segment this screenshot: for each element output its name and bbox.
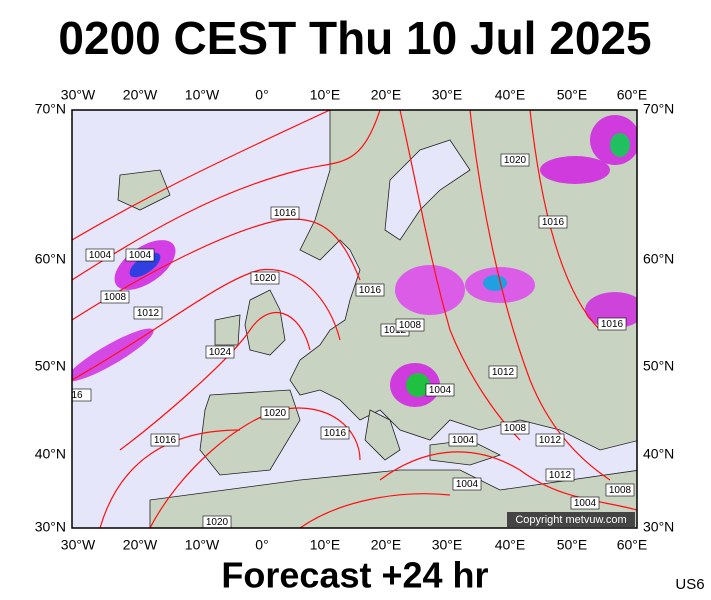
lat-label-right: 60°N xyxy=(643,251,674,267)
isobar-label-box xyxy=(320,426,350,440)
lat-label-right: 40°N xyxy=(643,446,674,462)
isobar-label-box xyxy=(202,515,232,528)
isobar-label-box xyxy=(395,318,425,332)
isobar-label-box xyxy=(100,290,130,304)
isobar-label: 1020 xyxy=(254,273,277,284)
isobar-label-box xyxy=(570,496,600,510)
isobar-label-box xyxy=(452,477,482,491)
isobar-label-box xyxy=(260,406,290,420)
isobar-label: 1012 xyxy=(539,435,562,446)
isobar-label: 1004 xyxy=(456,479,479,490)
isobar-label: 1020 xyxy=(206,517,229,528)
isobar-label-box xyxy=(605,483,635,497)
isobar-label: 1004 xyxy=(89,250,112,261)
lon-label-bottom: 0° xyxy=(255,537,268,553)
isobar-label-box xyxy=(538,215,568,229)
lon-label-top: 10°W xyxy=(185,87,220,103)
isobar-label: 1004 xyxy=(129,250,152,261)
lat-label-left: 40°N xyxy=(35,446,66,462)
lon-label-top: 30°E xyxy=(432,87,463,103)
isobar-label: 1012 xyxy=(549,470,572,481)
lon-label-bottom: 50°E xyxy=(557,537,588,553)
isobar-label-box xyxy=(425,383,455,397)
isobar-label-box xyxy=(270,206,300,220)
isobar-label-box xyxy=(535,433,565,447)
isobar-label: 1008 xyxy=(104,292,127,303)
model-code: US6 xyxy=(675,576,704,593)
lat-label-right: 30°N xyxy=(643,519,674,535)
isobar-label-box xyxy=(597,317,627,331)
map-area: 1004 100410081012101610201024101610121008… xyxy=(71,110,637,528)
isobar-label: 1016 xyxy=(601,319,624,330)
isobar-label-box xyxy=(133,306,163,320)
isobar-label: 1012 xyxy=(492,367,515,378)
isobar-label: 1004 xyxy=(574,498,597,509)
isobar-label: 1016 xyxy=(324,428,347,439)
isobar-label-box xyxy=(85,248,115,262)
lat-label-left: 30°N xyxy=(35,519,66,535)
isobar-label: 1008 xyxy=(609,485,632,496)
isobar-label-box xyxy=(488,365,518,379)
isobar-label-box xyxy=(500,153,530,167)
lon-label-bottom: 30°W xyxy=(61,537,96,553)
isobar-label-box xyxy=(250,271,280,285)
isobar-label: 1016 xyxy=(274,208,297,219)
isobar-label: 1024 xyxy=(209,347,232,358)
lon-label-bottom: 40°E xyxy=(495,537,526,553)
isobar-label: 1012 xyxy=(137,308,160,319)
isobar-label: 1004 xyxy=(452,435,475,446)
title: 0200 CEST Thu 10 Jul 2025 xyxy=(58,12,651,64)
isobar-label: 16 xyxy=(71,390,83,401)
isobar-label: 1008 xyxy=(399,320,422,331)
lon-label-top: 30°W xyxy=(61,87,96,103)
isobar-label-box xyxy=(448,433,478,447)
isobar-label: 1012 xyxy=(384,325,407,336)
forecast-label: Forecast +24 hr xyxy=(221,555,488,596)
isobar-label: 1008 xyxy=(504,423,527,434)
lon-label-bottom: 10°E xyxy=(310,537,341,553)
copyright: Copyright metvuw.com xyxy=(515,514,626,526)
isobar-label: 1016 xyxy=(154,435,177,446)
lon-label-top: 0° xyxy=(255,87,268,103)
lat-label-left: 60°N xyxy=(35,251,66,267)
isobar-label-box xyxy=(150,433,180,447)
isobar-label-box xyxy=(205,345,235,359)
lon-label-bottom: 30°E xyxy=(432,537,463,553)
lon-label-top: 50°E xyxy=(557,87,588,103)
land xyxy=(117,110,637,528)
isobar-label-box xyxy=(500,421,530,435)
lon-label-bottom: 10°W xyxy=(185,537,220,553)
lon-label-top: 40°E xyxy=(495,87,526,103)
lat-label-right: 50°N xyxy=(643,358,674,374)
isobars xyxy=(72,110,637,528)
lon-label-top: 20°E xyxy=(371,87,402,103)
isobar-label: 1016 xyxy=(359,285,382,296)
isobar-label-box xyxy=(72,388,92,402)
lon-label-top: 20°W xyxy=(123,87,158,103)
isobar-label: 1004 xyxy=(429,385,452,396)
lat-label-left: 50°N xyxy=(35,358,66,374)
isobar-label-box xyxy=(125,248,155,262)
isobar-label: 1016 xyxy=(542,217,565,228)
lon-label-top: 60°E xyxy=(617,87,648,103)
isobar-label: 1020 xyxy=(504,155,527,166)
lon-label-bottom: 20°W xyxy=(123,537,158,553)
lon-label-top: 10°E xyxy=(310,87,341,103)
lon-label-bottom: 20°E xyxy=(371,537,402,553)
isobar-label-box xyxy=(355,283,385,297)
copyright-box xyxy=(507,512,635,527)
lat-label-right: 70°N xyxy=(643,101,674,117)
lon-label-bottom: 60°E xyxy=(617,537,648,553)
isobar-label: 1020 xyxy=(264,408,287,419)
isobar-label-box xyxy=(545,468,575,482)
lat-label-left: 70°N xyxy=(35,101,66,117)
map-frame xyxy=(71,109,638,529)
